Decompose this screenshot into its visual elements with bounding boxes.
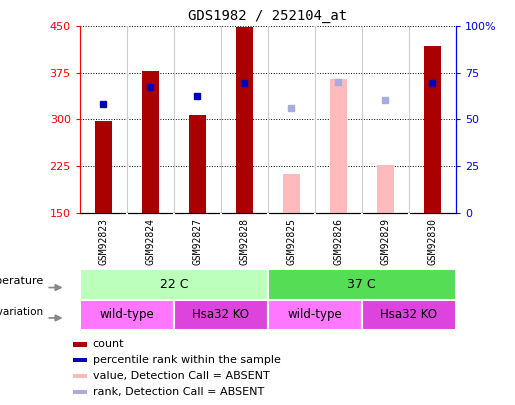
Bar xyxy=(73,390,87,394)
Text: percentile rank within the sample: percentile rank within the sample xyxy=(93,355,281,365)
Text: genotype/variation: genotype/variation xyxy=(0,307,44,317)
Text: wild-type: wild-type xyxy=(99,308,154,322)
Bar xyxy=(73,374,87,378)
Bar xyxy=(174,300,268,330)
Bar xyxy=(95,121,112,213)
Bar xyxy=(424,46,440,213)
Text: GSM92829: GSM92829 xyxy=(380,218,390,265)
Bar xyxy=(189,115,205,213)
Text: GSM92825: GSM92825 xyxy=(286,218,296,265)
Text: temperature: temperature xyxy=(0,277,44,286)
Text: GSM92824: GSM92824 xyxy=(145,218,156,265)
Bar xyxy=(268,300,362,330)
Bar xyxy=(283,173,300,213)
Bar xyxy=(142,71,159,213)
Bar xyxy=(80,269,268,300)
Text: GSM92827: GSM92827 xyxy=(192,218,202,265)
Bar xyxy=(362,300,456,330)
Text: GSM92823: GSM92823 xyxy=(98,218,108,265)
Bar xyxy=(330,79,347,213)
Text: value, Detection Call = ABSENT: value, Detection Call = ABSENT xyxy=(93,371,269,381)
Text: GSM92830: GSM92830 xyxy=(427,218,437,265)
Text: 22 C: 22 C xyxy=(160,278,188,291)
Bar xyxy=(80,300,174,330)
Title: GDS1982 / 252104_at: GDS1982 / 252104_at xyxy=(188,9,347,23)
Text: GSM92828: GSM92828 xyxy=(239,218,249,265)
Text: GSM92826: GSM92826 xyxy=(333,218,344,265)
Bar xyxy=(73,358,87,362)
Bar xyxy=(377,165,393,213)
Bar xyxy=(236,27,252,213)
Text: rank, Detection Call = ABSENT: rank, Detection Call = ABSENT xyxy=(93,387,264,397)
Text: Hsa32 KO: Hsa32 KO xyxy=(192,308,249,322)
Text: Hsa32 KO: Hsa32 KO xyxy=(380,308,437,322)
Bar xyxy=(268,269,456,300)
Bar xyxy=(73,343,87,347)
Text: wild-type: wild-type xyxy=(287,308,342,322)
Text: 37 C: 37 C xyxy=(348,278,376,291)
Text: count: count xyxy=(93,339,124,350)
